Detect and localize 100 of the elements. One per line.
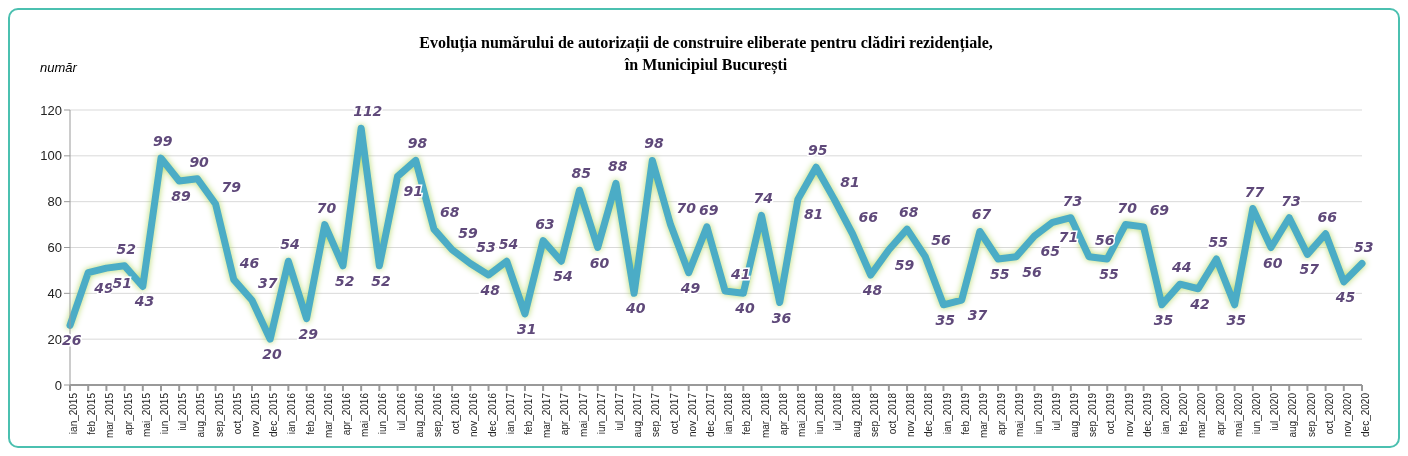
x-tick-label: ian_2016 [286, 392, 298, 435]
data-label: 68 [439, 204, 460, 221]
x-tick-label: sep_2020 [1305, 392, 1317, 437]
data-label: 55 [1099, 265, 1119, 282]
data-label: 66 [1317, 208, 1338, 225]
y-tick-label: 60 [47, 240, 62, 256]
x-tick-label: mai_2019 [1014, 392, 1026, 437]
data-label: 81 [803, 206, 824, 223]
data-label: 90 [189, 153, 210, 170]
x-tick-label: oct_2016 [450, 392, 462, 435]
data-label: 99 [152, 133, 173, 150]
data-label: 31 [516, 320, 537, 337]
x-tick-label: ian_2019 [941, 392, 953, 435]
data-label: 37 [257, 275, 278, 292]
data-label: 35 [1226, 311, 1247, 328]
x-tick-label: dec_2020 [1360, 392, 1372, 437]
x-tick-label: mar_2015 [104, 392, 116, 439]
data-label: 56 [1022, 263, 1042, 280]
x-tick-label: sep_2017 [650, 392, 662, 437]
x-tick-label: feb_2016 [304, 392, 316, 435]
data-label: 40 [734, 300, 756, 317]
x-tick-label: aug_2018 [850, 392, 862, 438]
data-label: 53 [1354, 238, 1374, 255]
x-tick-label: iun_2017 [595, 392, 607, 435]
x-tick-label: nov_2020 [1341, 392, 1353, 437]
x-tick-label: aug_2019 [1068, 392, 1080, 438]
x-tick-label: iul_2017 [614, 392, 626, 431]
data-label: 40 [625, 300, 646, 317]
data-label: 98 [407, 135, 428, 152]
data-label: 67 [971, 206, 992, 223]
x-tick-label: sep_2015 [213, 392, 225, 437]
x-tick-label: apr_2018 [777, 392, 789, 436]
x-tick-label: apr_2015 [122, 392, 134, 436]
data-label: 43 [133, 293, 155, 310]
x-tick-label: dec_2019 [1141, 392, 1153, 437]
y-tick-label: 100 [40, 148, 62, 164]
x-tick-label: oct_2015 [231, 392, 243, 435]
x-tick-label: iun_2018 [814, 392, 826, 435]
x-tick-label: iul_2016 [395, 392, 407, 431]
y-tick-label: 80 [47, 194, 62, 210]
x-tick-label: sep_2018 [868, 392, 880, 437]
x-tick-label: oct_2018 [886, 392, 898, 435]
data-label: 55 [1208, 233, 1229, 250]
x-tick-label: ian_2017 [504, 392, 516, 435]
x-tick-label: aug_2016 [413, 392, 425, 438]
x-tick-label: iun_2016 [377, 392, 389, 435]
chart-title: Evoluția numărului de autorizații de construire eliberate pentru clădiri rezidențiale, în Municipiul București [419, 34, 993, 73]
data-label: 56 [1095, 231, 1115, 248]
data-label: 63 [535, 215, 555, 232]
x-tick-label: iul_2015 [177, 392, 189, 431]
data-label: 52 [334, 272, 355, 289]
y-tick-label: 40 [47, 285, 62, 301]
x-tick-label: ian_2015 [68, 392, 80, 435]
data-label: 37 [967, 307, 988, 324]
data-label: 65 [1040, 243, 1061, 260]
x-tick-label: mar_2016 [322, 392, 334, 439]
data-label: 48 [861, 282, 883, 298]
data-label: 44 [1171, 259, 1192, 276]
data-label: 51 [112, 275, 132, 292]
x-tick-label: mar_2017 [541, 392, 553, 439]
x-tick-label: mai_2020 [1232, 392, 1244, 437]
x-tick-label: aug_2017 [632, 392, 644, 438]
x-tick-label: dec_2015 [268, 392, 280, 437]
x-tick-label: oct_2020 [1323, 392, 1335, 435]
x-tick-label: apr_2017 [559, 392, 571, 436]
data-label: 42 [1189, 295, 1210, 312]
x-tick-label: mai_2016 [359, 392, 371, 437]
data-label: 60 [589, 254, 610, 271]
data-label: 70 [316, 199, 337, 216]
data-label: 88 [607, 158, 628, 175]
x-tick-label: sep_2019 [1087, 392, 1099, 437]
data-label: 29 [298, 325, 319, 342]
x-tick-label: apr_2020 [1214, 392, 1226, 436]
x-tick-label: dec_2016 [486, 392, 498, 437]
x-tick-label: oct_2019 [1105, 392, 1117, 435]
x-tick-label: mar_2020 [1196, 392, 1208, 439]
x-tick-label: iun_2019 [1032, 392, 1044, 435]
x-tick-label: aug_2020 [1287, 392, 1299, 438]
data-label: 57 [1299, 261, 1320, 278]
x-tick-label: mai_2015 [140, 392, 152, 437]
x-tick-label: iun_2020 [1250, 392, 1262, 435]
data-label: 52 [371, 272, 391, 289]
data-label: 70 [676, 199, 697, 216]
data-label: 70 [1117, 199, 1138, 216]
x-tick-label: nov_2016 [468, 392, 480, 437]
x-tick-label: ian_2020 [1159, 392, 1171, 435]
data-label: 95 [808, 142, 828, 159]
x-tick-label: sep_2016 [432, 392, 444, 437]
data-label: 112 [353, 103, 383, 120]
data-label: 71 [1058, 229, 1079, 246]
x-tick-label: nov_2019 [1123, 392, 1135, 437]
x-tick-label: feb_2017 [523, 392, 535, 435]
x-tick-label: nov_2015 [250, 392, 262, 437]
x-tick-label: feb_2015 [86, 392, 98, 435]
x-tick-label: mai_2018 [795, 392, 807, 437]
data-label: 53 [476, 238, 496, 255]
x-tick-label: apr_2019 [996, 392, 1008, 436]
y-tick-label: 0 [54, 377, 62, 393]
data-label: 20 [262, 346, 282, 363]
x-tick-label: ian_2018 [723, 392, 735, 435]
